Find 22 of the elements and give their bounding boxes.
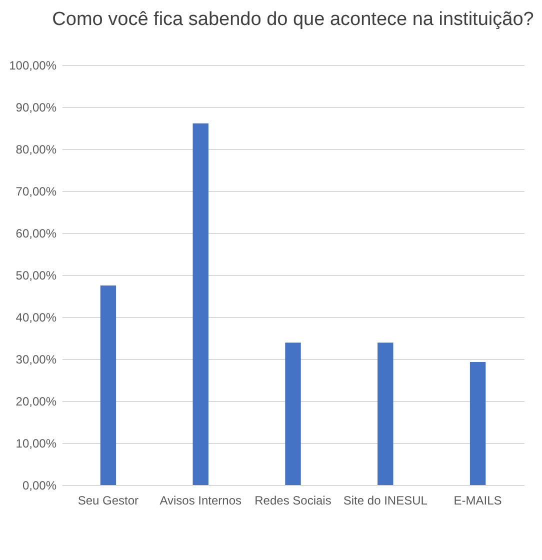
bar	[100, 286, 116, 485]
y-tick-label: 40,00%	[16, 310, 57, 324]
y-tick-label: 100,00%	[9, 58, 57, 72]
y-tick-label: 50,00%	[16, 268, 57, 282]
x-tick-label: E-MAILS	[454, 494, 502, 508]
bar	[192, 123, 208, 485]
y-tick-label: 20,00%	[16, 394, 57, 408]
bar	[378, 342, 394, 485]
y-tick-label: 70,00%	[16, 184, 57, 198]
y-tick-label: 30,00%	[16, 352, 57, 366]
y-tick-label: 0,00%	[22, 478, 57, 492]
x-tick-label: Site do INESUL	[343, 494, 428, 508]
x-tick-label: Redes Sociais	[254, 494, 332, 508]
chart-title: Como você fica sabendo do que acontece na instituição?	[52, 9, 534, 30]
x-tick-label: Avisos Internos	[160, 494, 242, 508]
bar	[285, 342, 301, 485]
y-tick-label: 90,00%	[16, 100, 57, 114]
x-tick-label: Seu Gestor	[78, 494, 139, 508]
y-tick-label: 10,00%	[16, 436, 57, 450]
y-tick-label: 60,00%	[16, 226, 57, 240]
bar	[470, 362, 486, 485]
y-tick-label: 80,00%	[16, 142, 57, 156]
